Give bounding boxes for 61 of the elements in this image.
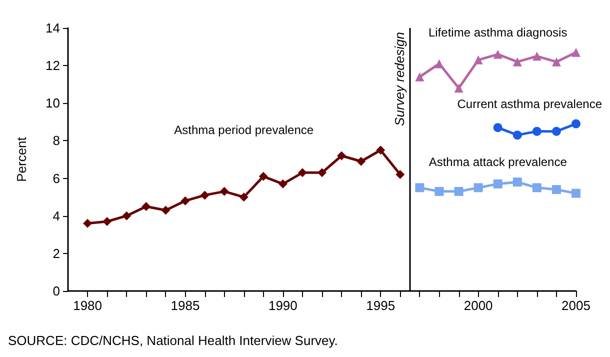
point bbox=[337, 151, 346, 160]
point bbox=[532, 183, 542, 192]
series-label: Lifetime asthma diagnosis bbox=[428, 25, 568, 40]
point bbox=[474, 55, 483, 64]
x-tick-label: 2005 bbox=[562, 298, 590, 313]
point bbox=[180, 196, 190, 206]
point bbox=[434, 59, 444, 68]
point bbox=[83, 218, 92, 228]
point bbox=[239, 192, 248, 202]
y-tick-label: 8 bbox=[52, 133, 60, 148]
series-label: Asthma attack prevalence bbox=[428, 155, 568, 170]
point bbox=[493, 123, 502, 132]
point bbox=[376, 146, 386, 155]
point bbox=[102, 216, 112, 226]
point bbox=[122, 211, 132, 220]
point bbox=[532, 52, 542, 61]
source-note: SOURCE: CDC/NCHS, National Health Interview Survey. bbox=[8, 333, 338, 348]
point bbox=[200, 190, 210, 200]
x-tick-label: 2000 bbox=[464, 298, 493, 313]
y-tick-label: 10 bbox=[46, 96, 60, 111]
point bbox=[512, 178, 522, 187]
y-tick-label: 4 bbox=[52, 208, 60, 224]
point bbox=[493, 179, 502, 188]
y-tick-label: 6 bbox=[52, 170, 60, 186]
y-axis-title: Percent bbox=[14, 136, 29, 182]
point bbox=[474, 183, 483, 192]
text: Current asthma prevalence bbox=[457, 96, 602, 111]
point bbox=[572, 48, 580, 57]
point bbox=[298, 168, 307, 178]
point bbox=[512, 130, 522, 140]
point bbox=[356, 156, 366, 166]
point bbox=[512, 57, 522, 66]
point bbox=[454, 186, 464, 196]
point bbox=[142, 202, 151, 211]
point bbox=[396, 170, 405, 180]
point bbox=[318, 168, 326, 178]
point bbox=[552, 126, 561, 136]
x-tick-label: 1985 bbox=[170, 298, 200, 313]
x-tick-label: 1995 bbox=[366, 298, 396, 313]
point bbox=[220, 186, 229, 196]
point bbox=[552, 185, 561, 194]
y-tick-label: 14 bbox=[46, 20, 60, 36]
point bbox=[434, 186, 444, 196]
y-tick-label: 2 bbox=[52, 246, 60, 261]
x-tick-label: 1990 bbox=[268, 298, 298, 313]
point bbox=[493, 50, 502, 59]
point bbox=[454, 84, 464, 93]
point bbox=[532, 126, 542, 136]
point bbox=[278, 179, 288, 188]
y-tick-label: 0 bbox=[52, 284, 60, 298]
point bbox=[552, 57, 561, 66]
point bbox=[161, 206, 170, 215]
text: Asthma period prevalence bbox=[174, 123, 314, 138]
x-tick-label: 1980 bbox=[73, 298, 102, 313]
ref-line-label: Survey redesign bbox=[392, 32, 407, 126]
point bbox=[258, 172, 268, 181]
point bbox=[572, 119, 580, 128]
y-tick-label: 12 bbox=[46, 58, 60, 74]
point bbox=[415, 183, 424, 192]
point bbox=[415, 72, 424, 82]
point bbox=[572, 188, 580, 198]
